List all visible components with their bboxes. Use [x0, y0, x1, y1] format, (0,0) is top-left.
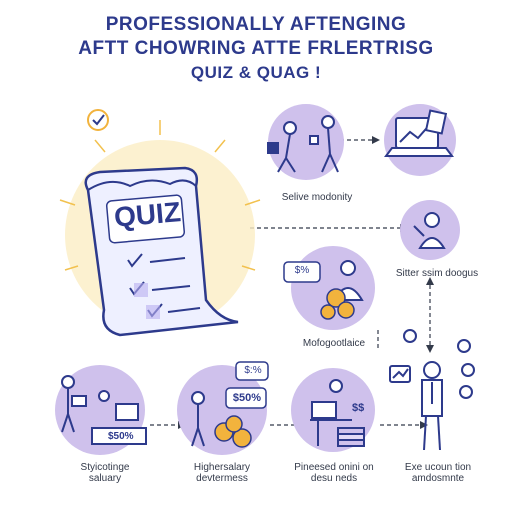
title-line-1: PROFESSIONALLY AFTENGING — [105, 14, 407, 35]
executive-scene — [389, 329, 475, 451]
coins-chat-scene — [283, 260, 364, 320]
caption-selive: Selive modonity — [281, 192, 353, 203]
caption-pineesed: Pineesed onini on desu neds — [294, 462, 374, 484]
chat-money-label: $% — [294, 265, 310, 276]
workstation-scene — [310, 379, 365, 447]
quiz-heading: QUIZ — [112, 196, 183, 233]
laptop-growth-scene — [384, 109, 454, 157]
check-badge-icon — [87, 109, 109, 131]
salary-coins-scene — [191, 361, 269, 448]
title-line-2: AFTT CHOWRING ATTE FRLERTRISG — [78, 38, 434, 59]
caption-mofogo: Mofogootlaice — [302, 338, 366, 349]
burst-rays — [59, 120, 261, 271]
caption-sitter: Sitter ssim doogus — [395, 268, 479, 279]
caption-exe: Exe ucoun tion amdosmnte — [404, 462, 472, 484]
caption-higher: Highersalary devtermess — [193, 462, 251, 484]
quiz-paper — [84, 166, 239, 337]
caption-stylicot: Styicotinge saluary — [80, 462, 130, 484]
desk-money-label: $50% — [108, 431, 134, 442]
bubble-big-money-label: $50% — [232, 392, 262, 404]
title-line-3: QUIZ & QUAG ! — [190, 63, 322, 82]
person-greeting-scene — [413, 212, 446, 249]
office-desk-scene — [61, 375, 147, 445]
people-exchange-scene — [267, 115, 339, 173]
desk-dollar-label: $$ — [352, 402, 365, 414]
bubble-small-money-label: $:% — [244, 365, 262, 376]
connector-lines — [150, 139, 431, 426]
